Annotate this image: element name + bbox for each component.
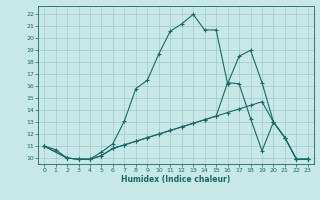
- X-axis label: Humidex (Indice chaleur): Humidex (Indice chaleur): [121, 175, 231, 184]
